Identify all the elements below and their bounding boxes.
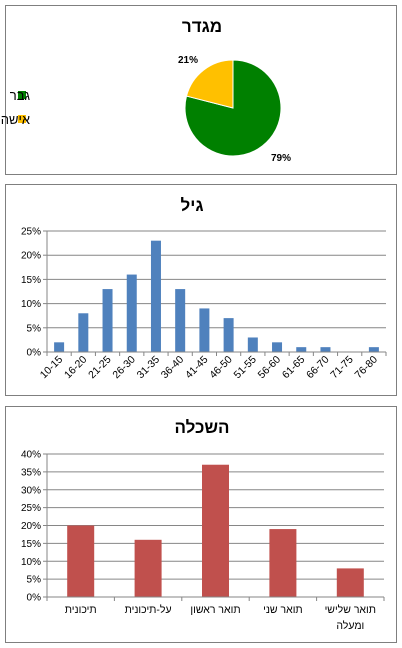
edu-chart-title: השכלה (174, 418, 229, 437)
age-bar-4 (150, 240, 161, 352)
gender-chart-panel: מגדר 79% 21% גבר אישה (1, 5, 397, 175)
legend-label-1: אישה (1, 112, 30, 127)
age-ytick-label-2: 10% (21, 299, 41, 310)
age-bar-8 (247, 337, 258, 352)
education-chart-panel: השכלה 0% 5% 10% 15% 20% 25% 30% 35% 40% תיכונית על-… (5, 406, 397, 643)
age-xtick-label-2: 21-25 (86, 354, 114, 382)
edu-bar-0 (67, 525, 95, 597)
age-xtick-label-1: 16-20 (62, 354, 90, 382)
age-xtick-label-11: 66-70 (304, 354, 332, 382)
age-xtick-label-0: 10-15 (38, 354, 66, 382)
edu-ytick-label-8: 40% (21, 450, 41, 461)
age-ytick-label-3: 15% (21, 275, 41, 286)
edu-ytick-label-0: 0% (27, 593, 42, 604)
pie-data-label-1: 21% (178, 55, 198, 66)
pie-slice-0 (184, 59, 282, 157)
edu-ytick-label-3: 15% (21, 539, 41, 550)
age-xtick-label-5: 36-40 (159, 354, 187, 382)
edu-ytick-label-1: 5% (27, 575, 42, 586)
age-xtick-label-4: 31-35 (135, 354, 163, 382)
age-xtick-label-7: 46-50 (207, 354, 235, 382)
age-xtick-label-3: 26-30 (110, 354, 138, 382)
age-xtick-label-12: 71-75 (328, 354, 356, 382)
age-ytick-label-1: 5% (27, 323, 42, 334)
legend-swatch-0 (18, 91, 26, 99)
age-bar-10 (296, 347, 307, 352)
edu-xtick-label-1: על-תיכונית (125, 604, 172, 616)
age-xtick-label-8: 51-55 (231, 354, 259, 382)
age-bar-5 (175, 289, 186, 352)
age-bar-chart: גיל0%5%10%15%20%25%10-1516-2021-2526-303… (21, 196, 387, 382)
gender-chart-title: מגדר (182, 17, 222, 36)
age-bar-13 (368, 347, 379, 352)
edu-xtick-label-4-line-1: ומעלה (336, 620, 364, 632)
age-bar-2 (102, 289, 113, 352)
edu-ytick-label-2: 10% (21, 557, 41, 568)
edu-ytick-label-6: 30% (21, 485, 41, 496)
age-bar-11 (320, 347, 331, 352)
edu-xtick-label-0: תיכונית (65, 604, 97, 616)
age-bar-9 (272, 342, 283, 352)
age-bar-6 (199, 308, 210, 352)
edu-xtick-label-2: תואר ראשון (190, 604, 240, 616)
edu-bar-1 (134, 539, 162, 597)
age-xtick-label-9: 56-60 (256, 354, 284, 382)
age-bar-1 (78, 313, 89, 352)
education-bar-chart: השכלה 0% 5% 10% 15% 20% 25% 30% 35% 40% תיכונית על-… (21, 418, 385, 632)
legend-swatch-1 (18, 115, 26, 123)
edu-ytick-label-7: 35% (21, 467, 41, 478)
age-chart-panel: גיל 0% 5% 10% 15% 20% 25% 10-15 16-20 21-25 26-30 3… (5, 184, 397, 396)
pie-data-label-0: 79% (271, 153, 291, 164)
edu-xtick-label-4-line-0: תואר שלישי (325, 604, 376, 616)
age-bar-7 (223, 318, 234, 352)
age-xtick-label-6: 41-45 (183, 354, 211, 382)
edu-bar-2 (202, 464, 229, 597)
age-bar-0 (54, 342, 65, 352)
age-bar-3 (126, 274, 137, 352)
edu-bar-3 (269, 529, 297, 597)
pie-slice-1 (185, 59, 234, 109)
age-ytick-label-5: 25% (21, 227, 41, 238)
age-xtick-label-10: 61-65 (280, 354, 308, 382)
age-ytick-label-4: 20% (21, 251, 41, 262)
gender-pie-chart: מגדר 79% 21% גבר אישה (1, 17, 291, 164)
age-xtick-label-13: 76-80 (353, 354, 381, 382)
legend-label-0: גבר (10, 88, 31, 103)
edu-xtick-label-3: תואר שני (263, 604, 303, 616)
edu-bar-4 (336, 568, 364, 597)
edu-ytick-label-4: 20% (21, 521, 41, 532)
age-ytick-label-0: 0% (27, 348, 42, 359)
age-chart-title: גיל (181, 196, 204, 215)
edu-ytick-label-5: 25% (21, 503, 41, 514)
